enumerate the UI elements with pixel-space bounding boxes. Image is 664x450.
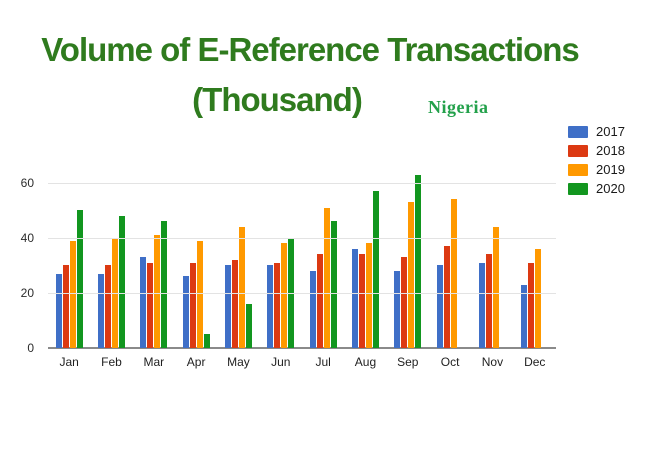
bar-2017-aug — [351, 248, 358, 348]
chart-title-line2: (Thousand) — [192, 81, 363, 118]
bar-2020-sep — [415, 174, 422, 348]
x-axis-label-aug: Aug — [354, 355, 377, 369]
legend-label-2019: 2019 — [596, 162, 625, 177]
bar-2018-dec — [528, 262, 535, 348]
x-axis-label-apr: Apr — [186, 355, 206, 369]
bar-2019-may — [238, 226, 245, 348]
x-axis-label-jun: Jun — [271, 355, 291, 369]
plot-area — [48, 169, 556, 349]
y-tick-label-60: 60 — [20, 175, 34, 190]
bar-2018-apr — [189, 262, 196, 348]
bar-2017-oct — [436, 265, 443, 348]
bar-2020-mar — [161, 221, 168, 348]
bar-2018-may — [231, 259, 238, 348]
bar-group-aug — [344, 169, 386, 348]
bar-2019-apr — [196, 240, 203, 348]
bar-group-may — [217, 169, 259, 348]
x-axis-label-oct: Oct — [440, 355, 460, 369]
x-axis-label-jan: Jan — [59, 355, 79, 369]
bar-group-jun — [260, 169, 302, 348]
region-label: Nigeria — [428, 97, 489, 117]
bar-group-jan — [48, 169, 90, 348]
bar-2018-jun — [274, 262, 281, 348]
legend-swatch-2019 — [568, 164, 588, 176]
bar-group-oct — [429, 169, 471, 348]
y-tick-label-0: 0 — [27, 341, 34, 355]
bar-2019-jan — [69, 240, 76, 348]
gridline-40 — [48, 237, 556, 239]
x-axis-label-feb: Feb — [101, 355, 122, 369]
bar-2017-dec — [521, 284, 528, 348]
x-axis-labels: Jan Feb Mar Apr May Jun Jul Aug Sep Oct Nov Dec — [48, 355, 556, 369]
y-tick-label-40: 40 — [20, 230, 34, 245]
bar-group-sep — [387, 169, 429, 348]
x-axis-label-may: May — [227, 355, 250, 369]
bar-2020-aug — [372, 191, 379, 348]
bar-group-feb — [90, 169, 132, 348]
bar-2017-sep — [394, 270, 401, 348]
legend-label-2018: 2018 — [596, 143, 625, 158]
gridline-60 — [48, 182, 556, 184]
bar-group-mar — [133, 169, 175, 348]
y-tick-label-20: 20 — [20, 285, 34, 300]
bar-group-dec — [514, 169, 556, 348]
legend-label-2020: 2020 — [596, 181, 625, 196]
bar-2018-jul — [316, 254, 323, 348]
bar-2020-jan — [76, 210, 83, 348]
legend-label-2017: 2017 — [596, 124, 625, 139]
bar-2019-sep — [408, 202, 415, 348]
chart-legend: 2017 2018 2019 2020 — [568, 124, 625, 196]
x-axis-label-dec: Dec — [524, 355, 546, 369]
bar-2018-aug — [358, 254, 365, 348]
bar-2017-apr — [182, 276, 189, 348]
bar-2019-jun — [281, 243, 288, 348]
bar-2020-jul — [330, 221, 337, 348]
bar-2018-sep — [401, 257, 408, 348]
bar-2017-nov — [478, 262, 485, 348]
bar-2017-jul — [309, 270, 316, 348]
bar-group-nov — [471, 169, 513, 348]
legend-swatch-2017 — [568, 126, 588, 138]
legend-item-2020: 2020 — [568, 181, 625, 196]
legend-item-2018: 2018 — [568, 143, 625, 158]
bar-group-apr — [175, 169, 217, 348]
legend-item-2017: 2017 — [568, 124, 625, 139]
bar-2017-may — [224, 265, 231, 348]
x-axis-line — [48, 347, 556, 349]
bar-2019-mar — [154, 235, 161, 348]
x-axis-label-nov: Nov — [481, 355, 504, 369]
bar-2018-mar — [147, 262, 154, 348]
bar-2018-oct — [443, 246, 450, 348]
bar-groups — [48, 169, 556, 348]
bar-2020-may — [245, 303, 252, 348]
x-axis-label-jul: Jul — [315, 355, 331, 369]
bar-2019-dec — [535, 248, 542, 348]
bar-2017-jun — [267, 265, 274, 348]
bar-2019-jul — [323, 207, 330, 348]
bar-2019-oct — [450, 199, 457, 348]
x-axis-label-sep: Sep — [397, 355, 419, 369]
bar-2019-nov — [492, 226, 499, 348]
chart-title-line1: Volume of E-Reference Transactions — [41, 31, 580, 68]
bar-2017-mar — [140, 257, 147, 348]
bar-2019-feb — [111, 237, 118, 348]
bar-2020-jun — [288, 237, 295, 348]
x-axis-label-mar: Mar — [143, 355, 165, 369]
legend-swatch-2018 — [568, 145, 588, 157]
bar-2018-jan — [62, 265, 69, 348]
bar-2018-nov — [485, 254, 492, 348]
bar-2017-jan — [55, 273, 62, 348]
bar-2017-feb — [97, 273, 104, 348]
gridline-20 — [48, 292, 556, 294]
bar-2018-feb — [104, 265, 111, 348]
bar-group-jul — [302, 169, 344, 348]
legend-swatch-2020 — [568, 183, 588, 195]
bar-2020-apr — [203, 334, 210, 348]
bar-2020-feb — [118, 215, 125, 348]
bar-2019-aug — [365, 243, 372, 348]
legend-item-2019: 2019 — [568, 162, 625, 177]
